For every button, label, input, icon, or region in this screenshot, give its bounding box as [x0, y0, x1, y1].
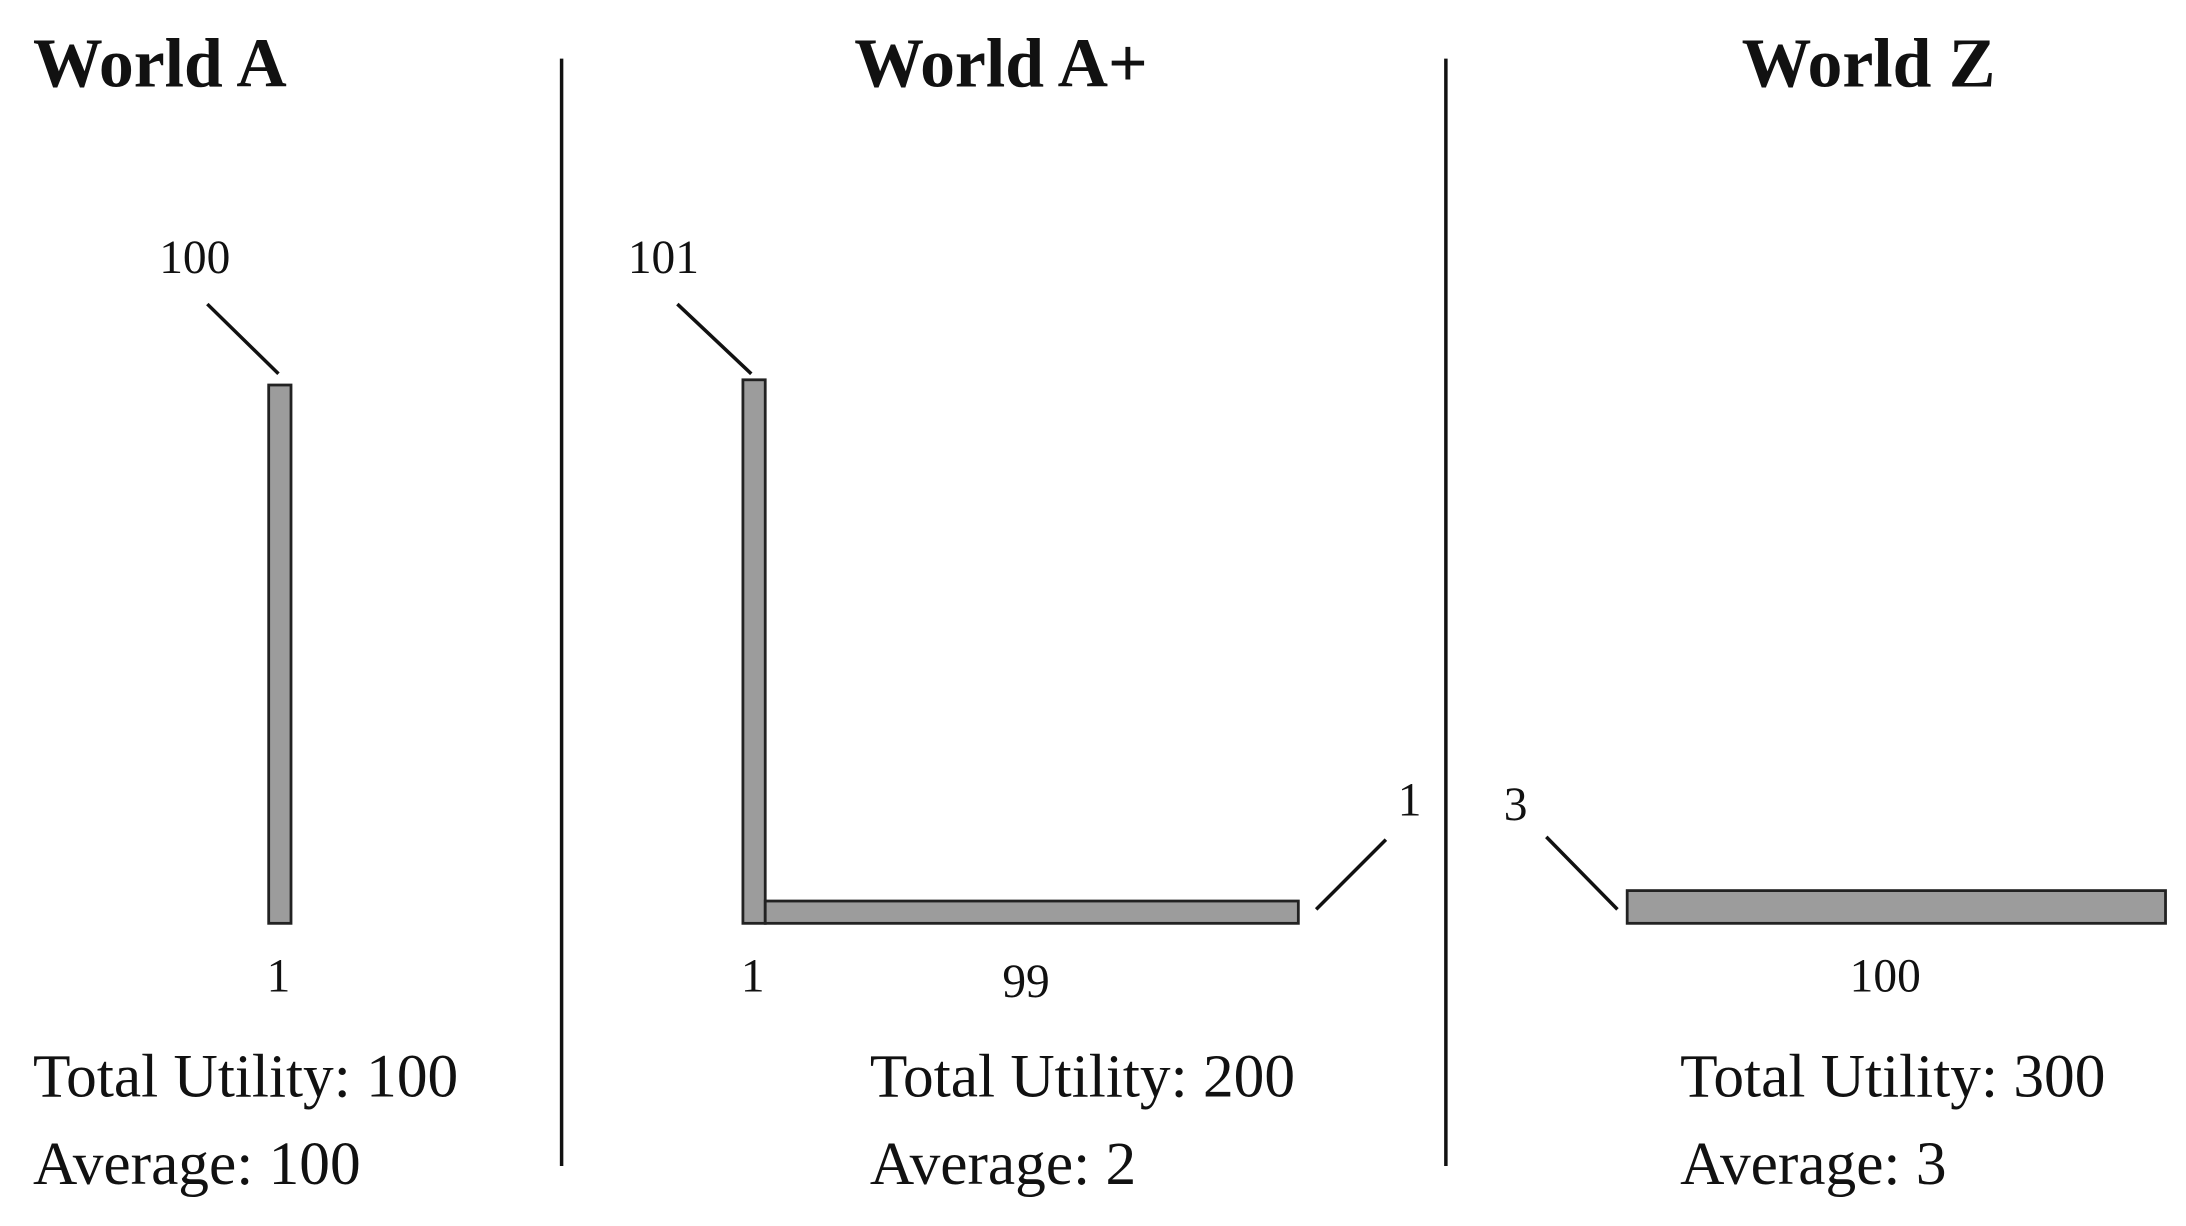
leader-line — [1314, 838, 1388, 911]
average-label: Average: — [870, 1130, 1090, 1198]
population-label: 1 — [741, 950, 765, 1002]
average: Average: 100 — [33, 1130, 361, 1198]
utility-label: 3 — [1504, 779, 1528, 831]
population-bar — [741, 378, 767, 925]
leader-line — [1545, 835, 1619, 911]
average-value: 3 — [1916, 1130, 1947, 1198]
world-title: World Z — [1742, 25, 1996, 102]
utility-label: 100 — [159, 232, 230, 284]
population-bar — [763, 899, 1300, 925]
total-label: Total Utility: — [33, 1042, 351, 1110]
total-value: 300 — [2013, 1042, 2105, 1110]
total-value: 200 — [1203, 1042, 1295, 1110]
average: Average: 2 — [870, 1130, 1136, 1198]
total-utility: Total Utility: 300 — [1680, 1042, 2105, 1110]
leader-line — [206, 302, 280, 376]
world-title: World A+ — [854, 25, 1147, 102]
population-label: 100 — [1850, 950, 1921, 1002]
utility-label: 1 — [1398, 775, 1422, 827]
utility-label: 101 — [628, 232, 699, 284]
population-bar — [1625, 889, 2167, 925]
world-title: World A — [33, 25, 287, 102]
population-label: 1 — [267, 950, 291, 1002]
leader-line — [676, 302, 753, 376]
average: Average: 3 — [1680, 1130, 1946, 1198]
average-value: 2 — [1105, 1130, 1136, 1198]
total-label: Total Utility: — [1680, 1042, 1998, 1110]
average-label: Average: — [1680, 1130, 1900, 1198]
population-bar — [267, 383, 293, 925]
total-utility: Total Utility: 200 — [870, 1042, 1295, 1110]
population-label: 99 — [1002, 956, 1049, 1008]
average-value: 100 — [269, 1130, 361, 1198]
total-value: 100 — [366, 1042, 458, 1110]
average-label: Average: — [33, 1130, 253, 1198]
total-utility: Total Utility: 100 — [33, 1042, 458, 1110]
total-label: Total Utility: — [870, 1042, 1188, 1110]
